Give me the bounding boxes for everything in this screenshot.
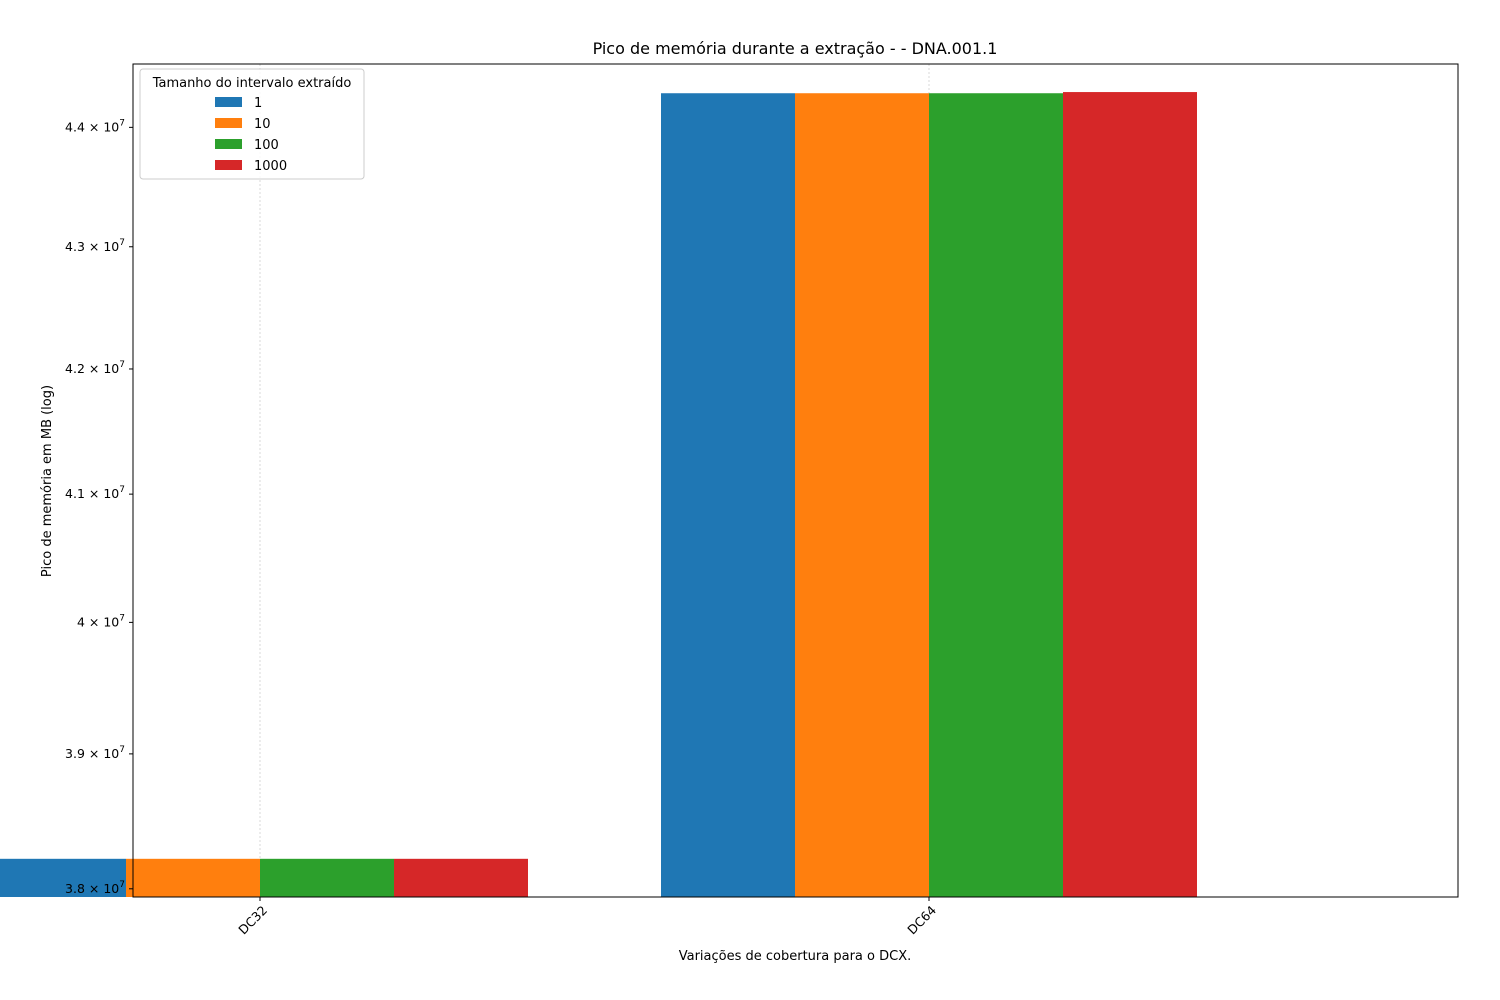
chart-title: Pico de memória durante a extração - - D… bbox=[593, 39, 998, 58]
bar-1000-DC64 bbox=[1063, 92, 1197, 897]
legend-box bbox=[139, 68, 365, 180]
y-tick-label: 4.2 × 107 bbox=[65, 360, 125, 376]
y-tick-label: 4.1 × 107 bbox=[65, 485, 125, 501]
legend: Tamanho do intervalo extraído 1 10 100 1000 bbox=[139, 68, 365, 180]
x-axis: DC32 DC64 bbox=[235, 897, 939, 937]
bar-10-DC64 bbox=[795, 93, 929, 897]
y-tick-label: 4.3 × 107 bbox=[65, 238, 125, 254]
y-tick-label: 3.9 × 107 bbox=[65, 745, 125, 761]
legend-label-10: 10 bbox=[254, 117, 271, 132]
legend-swatch-1 bbox=[215, 97, 242, 107]
plot-frame bbox=[132, 63, 1459, 898]
legend-label-1: 1 bbox=[254, 96, 262, 111]
x-tick-label: DC64 bbox=[904, 902, 939, 937]
legend-swatch-1000 bbox=[215, 160, 242, 170]
y-tick-label: 3.8 × 107 bbox=[65, 880, 125, 896]
legend-label-1000: 1000 bbox=[254, 159, 287, 174]
bar-1-DC64 bbox=[661, 93, 795, 897]
legend-swatch-10 bbox=[215, 118, 242, 128]
x-tick-label: DC32 bbox=[235, 903, 270, 938]
bar-1000-DC32 bbox=[394, 858, 528, 897]
bar-1-DC32 bbox=[0, 858, 126, 897]
y-tick-label: 4.4 × 107 bbox=[65, 118, 125, 134]
y-axis-label: Pico de memória em MB (log) bbox=[40, 385, 55, 577]
bars bbox=[0, 92, 1197, 897]
legend-swatch-100 bbox=[215, 139, 242, 149]
y-axis: 3.8 × 107 3.9 × 107 4 × 107 4.1 × 107 4.2 × … bbox=[65, 118, 133, 896]
legend-title: Tamanho do intervalo extraído bbox=[152, 76, 352, 91]
bar-100-DC64 bbox=[929, 93, 1063, 897]
bar-10-DC32 bbox=[126, 858, 260, 897]
y-tick-label: 4 × 107 bbox=[77, 613, 125, 629]
bar-100-DC32 bbox=[260, 858, 394, 897]
x-axis-label: Variações de cobertura para o DCX. bbox=[679, 949, 912, 964]
legend-label-100: 100 bbox=[254, 138, 279, 153]
